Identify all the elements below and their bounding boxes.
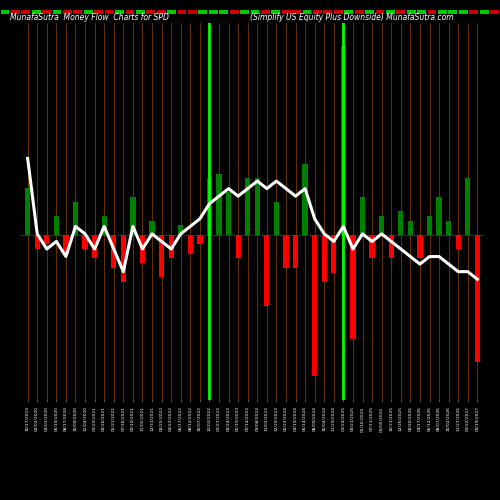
Bar [32,10,40,14]
Bar [398,211,404,235]
Bar [428,10,436,14]
Bar [198,10,207,14]
Bar [334,10,342,14]
Bar [379,216,384,235]
Bar [490,10,499,14]
Bar [54,216,59,235]
Bar [157,10,166,14]
Bar [209,10,218,14]
Bar [322,235,327,282]
Text: MunafaSutra  Money Flow  Charts for SPD: MunafaSutra Money Flow Charts for SPD [10,12,169,22]
Bar [11,10,20,14]
Bar [407,10,416,14]
Bar [254,178,260,235]
Bar [236,235,241,258]
Bar [42,10,51,14]
Bar [64,235,68,254]
Bar [344,10,353,14]
Bar [417,10,426,14]
Bar [74,10,82,14]
Bar [438,10,447,14]
Bar [140,235,145,263]
Bar [178,10,186,14]
Bar [250,10,260,14]
Bar [104,10,114,14]
Bar [146,10,155,14]
Bar [150,220,154,235]
Bar [465,178,470,235]
Bar [313,10,322,14]
Bar [370,235,374,258]
Bar [159,235,164,278]
Bar [292,10,301,14]
Bar [22,10,30,14]
Bar [63,10,72,14]
Bar [73,202,78,235]
Bar [360,197,365,235]
Bar [111,235,116,268]
Bar [302,164,308,235]
Bar [167,10,176,14]
Bar [302,10,312,14]
Bar [34,235,40,249]
Bar [448,10,458,14]
Bar [282,10,290,14]
Bar [354,10,364,14]
Bar [418,235,422,258]
Bar [207,178,212,235]
Bar [261,10,270,14]
Bar [94,10,103,14]
Bar [25,188,30,235]
Bar [130,197,136,235]
Bar [427,216,432,235]
Bar [0,10,10,14]
Bar [408,220,413,235]
Bar [312,235,318,376]
Bar [216,174,222,235]
Bar [293,235,298,268]
Bar [178,226,184,235]
Bar [168,235,174,258]
Bar [120,235,126,282]
Bar [84,10,92,14]
Bar [274,202,279,235]
Bar [459,10,468,14]
Bar [350,235,356,339]
Bar [44,235,50,244]
Bar [272,10,280,14]
Bar [82,235,87,249]
Bar [341,46,346,235]
Bar [115,10,124,14]
Bar [102,216,107,235]
Bar [388,235,394,258]
Bar [126,10,134,14]
Bar [240,10,249,14]
Bar [474,235,480,362]
Bar [331,235,336,273]
Bar [324,10,332,14]
Bar [396,10,405,14]
Bar [264,235,270,306]
Bar [456,235,461,249]
Bar [446,220,452,235]
Bar [220,10,228,14]
Bar [188,10,197,14]
Bar [436,197,442,235]
Bar [226,192,231,235]
Bar [136,10,145,14]
Bar [230,10,238,14]
Bar [245,178,250,235]
Bar [197,235,202,244]
Bar [52,10,62,14]
Bar [376,10,384,14]
Bar [365,10,374,14]
Bar [92,235,98,258]
Bar [188,235,193,254]
Bar [470,10,478,14]
Bar [386,10,395,14]
Bar [284,235,288,268]
Text: (Simplify US Equity Plus Downside) MunafaSutra.com: (Simplify US Equity Plus Downside) Munaf… [250,12,454,22]
Bar [480,10,488,14]
